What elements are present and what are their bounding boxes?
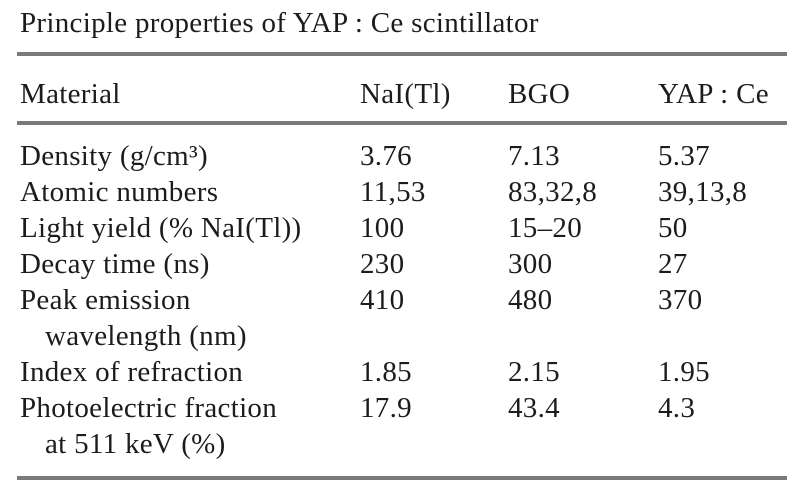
table-row: Atomic numbers 11,53 83,32,8 39,13,8 <box>20 174 790 210</box>
table-row: Density (g/cm³) 3.76 7.13 5.37 <box>20 138 790 174</box>
value-bgo: 2.15 <box>508 356 560 388</box>
table-row: Peak emission wavelength (nm) 410 480 37… <box>20 282 790 354</box>
top-rule <box>17 52 787 56</box>
row-label-line1: Atomic numbers <box>20 176 219 208</box>
value-yap-ce: 27 <box>658 248 688 280</box>
value-bgo: 7.13 <box>508 140 560 172</box>
row-label-line1: Photoelectric fraction <box>20 392 278 424</box>
bottom-rule <box>17 476 787 480</box>
row-label-line2: at 511 keV (%) <box>45 428 226 460</box>
row-label: Light yield (% NaI(Tl)) <box>20 210 360 246</box>
table-header-row: Material NaI(Tl) BGO YAP : Ce <box>20 78 790 111</box>
header-rule <box>17 121 787 125</box>
table-row: Index of refraction 1.85 2.15 1.95 <box>20 354 790 390</box>
value-bgo: 83,32,8 <box>508 176 598 208</box>
value-yap-ce: 4.3 <box>658 392 696 424</box>
row-label-line1: Peak emission <box>20 284 191 316</box>
table-row: Light yield (% NaI(Tl)) 100 15–20 50 <box>20 210 790 246</box>
value-nai-tl: 17.9 <box>360 392 412 424</box>
value-nai-tl: 1.85 <box>360 356 412 388</box>
value-yap-ce: 50 <box>658 212 688 244</box>
value-yap-ce: 1.95 <box>658 356 710 388</box>
value-nai-tl: 230 <box>360 248 405 280</box>
column-header-yap-ce: YAP : Ce <box>658 78 769 110</box>
column-header-bgo: BGO <box>508 78 571 110</box>
row-label: Atomic numbers <box>20 174 360 210</box>
value-nai-tl: 3.76 <box>360 140 412 172</box>
column-header-nai-tl: NaI(Tl) <box>360 78 451 110</box>
table-row: Decay time (ns) 230 300 27 <box>20 246 790 282</box>
row-label: Peak emission wavelength (nm) <box>20 282 360 354</box>
value-yap-ce: 370 <box>658 284 703 316</box>
table-body: Density (g/cm³) 3.76 7.13 5.37 Atomic nu… <box>20 138 790 462</box>
value-nai-tl: 100 <box>360 212 405 244</box>
value-nai-tl: 410 <box>360 284 405 316</box>
row-label-line1: Decay time (ns) <box>20 248 210 280</box>
value-bgo: 480 <box>508 284 553 316</box>
value-bgo: 43.4 <box>508 392 560 424</box>
row-label: Density (g/cm³) <box>20 138 360 174</box>
row-label: Index of refraction <box>20 354 360 390</box>
row-label: Photoelectric fraction at 511 keV (%) <box>20 390 360 462</box>
row-label-line2: wavelength (nm) <box>45 320 247 352</box>
row-label-line1: Light yield (% NaI(Tl)) <box>20 212 302 244</box>
value-yap-ce: 39,13,8 <box>658 176 748 208</box>
column-header-material: Material <box>20 78 121 110</box>
row-label-line1: Density (g/cm³) <box>20 140 208 172</box>
row-label: Decay time (ns) <box>20 246 360 282</box>
table-caption: Principle properties of YAP : Ce scintil… <box>20 7 539 39</box>
value-nai-tl: 11,53 <box>360 176 426 208</box>
row-label-line1: Index of refraction <box>20 356 244 388</box>
value-bgo: 300 <box>508 248 553 280</box>
value-bgo: 15–20 <box>508 212 582 244</box>
value-yap-ce: 5.37 <box>658 140 710 172</box>
table-row: Photoelectric fraction at 511 keV (%) 17… <box>20 390 790 462</box>
